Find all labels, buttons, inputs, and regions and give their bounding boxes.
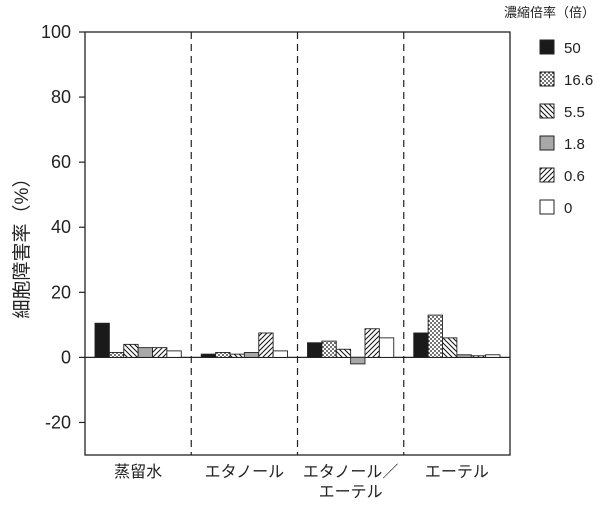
bar [350, 356, 366, 365]
bar [258, 332, 274, 358]
y-tick-label: 100 [41, 22, 71, 42]
bar [378, 337, 395, 358]
legend-swatch [539, 39, 555, 55]
legend: 濃縮倍率（倍） 50 16.6 5.5 1.8 0.6 0 [504, 5, 595, 217]
legend-label: 1.8 [564, 136, 585, 153]
legend-swatch [539, 135, 555, 151]
legend-label: 0 [564, 200, 572, 217]
y-tick-label: 80 [51, 87, 71, 107]
y-tick-label: 40 [51, 217, 71, 237]
bar [94, 322, 110, 358]
y-axis-label: 細胞障害率（%） [11, 169, 33, 319]
bar [307, 342, 323, 358]
bar [364, 328, 380, 358]
bar [137, 347, 153, 358]
axes: 100 80 60 40 20 0 -20 [41, 22, 511, 456]
bar [485, 354, 501, 358]
bars [94, 314, 501, 365]
bar [427, 314, 443, 358]
bar [335, 348, 352, 358]
legend-label: 5.5 [564, 104, 585, 121]
bar [243, 352, 260, 358]
bar [272, 350, 288, 358]
bar [470, 355, 487, 358]
legend-label: 0.6 [564, 168, 585, 185]
category-label: エーテル [319, 484, 383, 501]
bar [215, 352, 231, 358]
bar [442, 337, 458, 358]
legend-swatch [539, 71, 555, 87]
legend-swatch [539, 199, 555, 215]
y-tick-label: 0 [61, 347, 71, 367]
category-label: エーテル [425, 464, 489, 481]
bar [413, 332, 429, 358]
bar [229, 353, 245, 358]
legend-label: 16.6 [564, 72, 593, 89]
bar [456, 354, 472, 358]
y-tick-label: 20 [51, 282, 71, 302]
legend-label: 50 [564, 40, 581, 57]
bar [166, 350, 182, 358]
category-label: エタノール [205, 463, 285, 481]
legend-title: 濃縮倍率（倍） [504, 5, 595, 20]
bar [123, 343, 139, 358]
y-tick-label: 60 [51, 152, 71, 172]
bar [200, 353, 217, 358]
y-tick-label: -20 [45, 412, 71, 432]
category-label: 蒸留水 [114, 463, 162, 481]
legend-swatch [539, 167, 555, 183]
legend-swatch [539, 103, 555, 119]
bar [108, 352, 125, 358]
category-label: エタノール／ [303, 463, 399, 481]
bar [152, 347, 168, 358]
bar [321, 340, 337, 358]
